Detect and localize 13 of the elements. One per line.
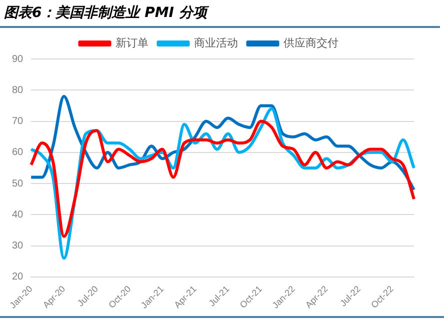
y-tick-label: 20 [12,272,24,283]
y-tick-label: 40 [12,209,24,220]
legend-label: 商业活动 [194,36,238,50]
line-series [30,120,416,238]
y-tick-label: 80 [12,84,24,96]
legend-label: 供应商交付 [283,36,338,50]
y-tick-label: 50 [12,178,24,190]
y-tick-label: 90 [12,54,24,65]
y-tick-label: 30 [12,240,24,252]
legend-label: 新订单 [115,36,148,50]
chart-title: 图表6：美国非制造业 PMI 分项 [0,0,440,28]
y-tick-label: 60 [12,147,24,158]
y-tick-label: 70 [12,116,24,128]
